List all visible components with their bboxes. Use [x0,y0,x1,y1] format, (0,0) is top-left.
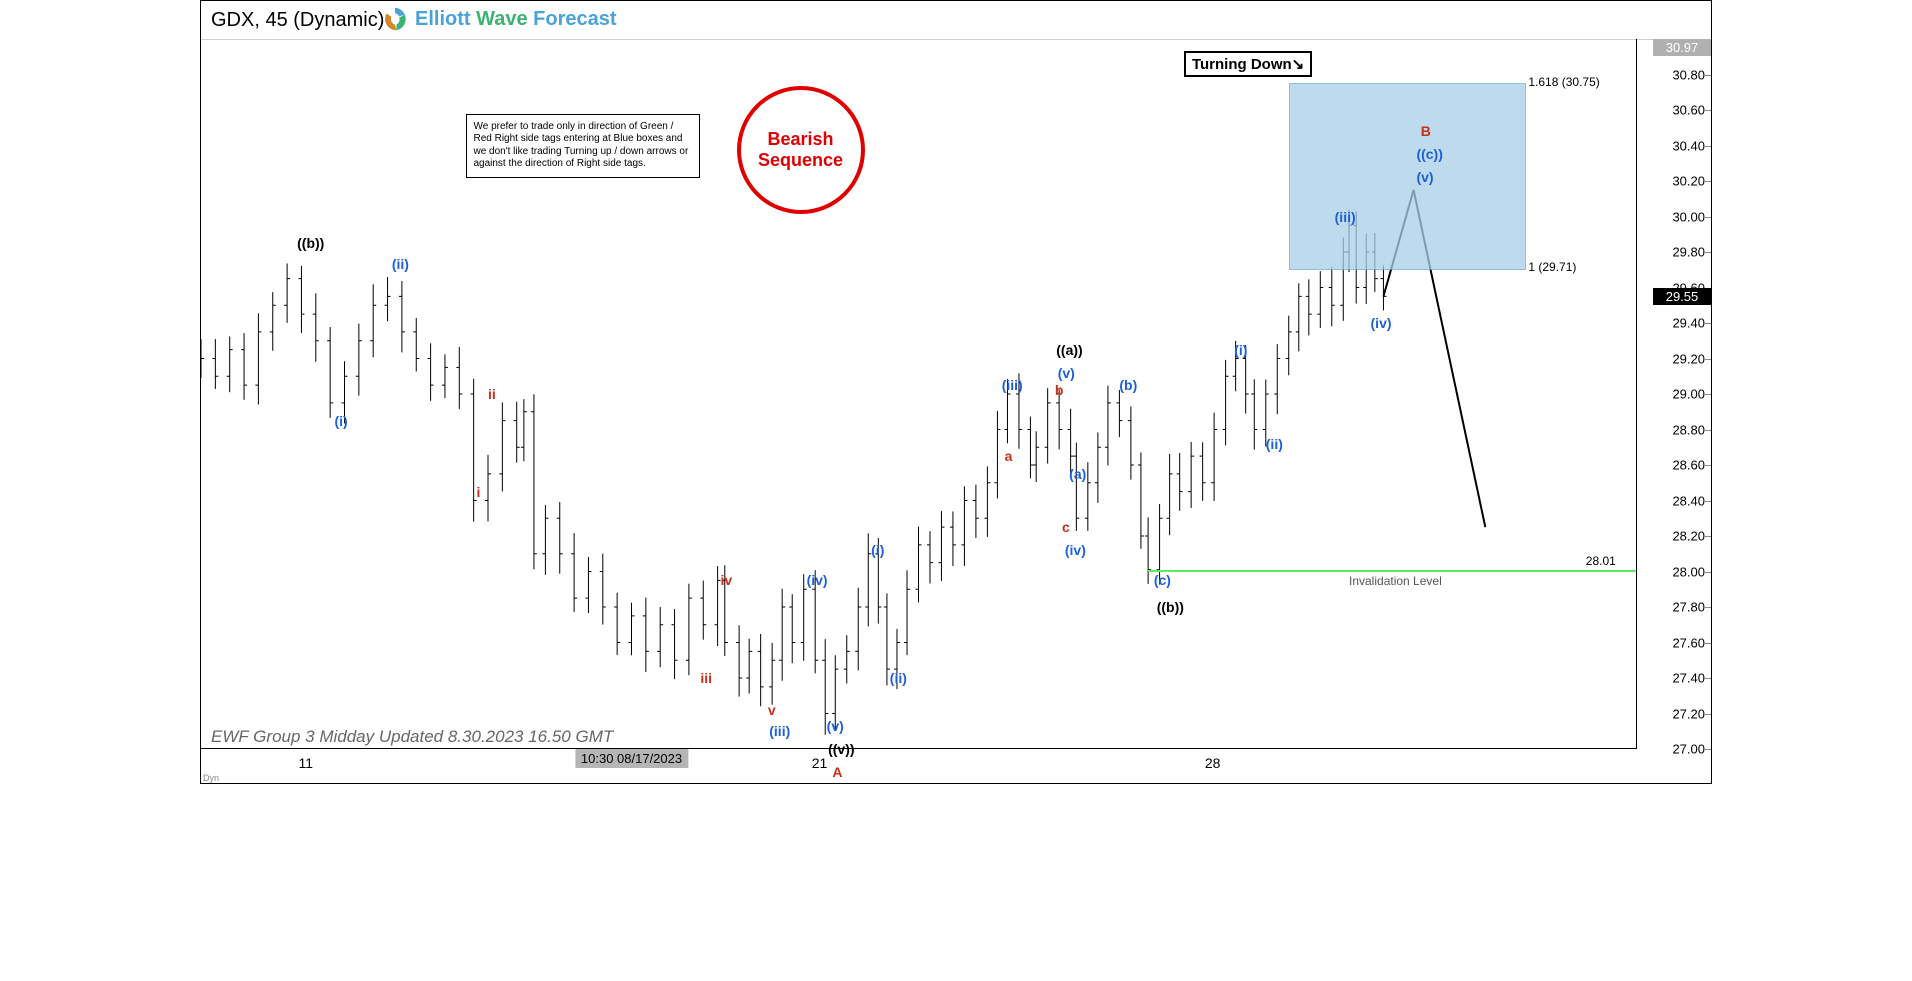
y-tick: 27.80 [1672,600,1705,615]
wave-label: (iv) [807,572,828,588]
brand-logo: Elliott Wave Forecast [381,5,617,33]
wave-label: iii [700,670,712,686]
wave-label: (ii) [1266,436,1283,452]
price-tag: 30.97 [1653,39,1711,56]
x-tick: 28 [1205,755,1221,771]
wave-label: (v) [827,718,844,734]
x-tick: 21 [812,755,828,771]
wave-label: v [768,702,776,718]
bearish-text: BearishSequence [758,129,843,171]
y-tick: 29.00 [1672,387,1705,402]
y-tick: 30.00 [1672,209,1705,224]
bearish-circle: BearishSequence [737,86,865,214]
y-tick: 28.60 [1672,458,1705,473]
y-tick: 30.60 [1672,103,1705,118]
y-tick: 29.20 [1672,351,1705,366]
wave-label: ii [488,386,496,402]
y-tick: 30.20 [1672,174,1705,189]
target-box [1289,83,1526,270]
chart-area[interactable]: Invalidation Level Turning Down↘ We pref… [201,39,1637,749]
invalidation-label: Invalidation Level [1349,574,1442,588]
chart-header: GDX, 45 (Dynamic) Elliott Wave Forecast [201,1,1711,40]
instrument-title: GDX, 45 (Dynamic) [211,9,384,32]
wave-label: iv [720,572,732,588]
wave-label: (v) [1058,365,1075,381]
logo-text: Elliott Wave Forecast [415,8,617,31]
y-tick: 27.00 [1672,742,1705,757]
wave-label: (iv) [1371,315,1392,331]
invalidation-line [1148,570,1636,572]
turning-down-tag: Turning Down↘ [1184,51,1312,77]
price-tag: 29.55 [1653,288,1711,305]
wave-label: ((b)) [1157,599,1184,615]
wave-label: (i) [871,542,884,558]
y-tick: 27.40 [1672,671,1705,686]
time-tag: 10:30 08/17/2023 [575,749,688,768]
y-tick: 30.40 [1672,138,1705,153]
y-tick: 29.40 [1672,316,1705,331]
wave-label: (iii) [1002,377,1023,393]
y-tick: 30.80 [1672,67,1705,82]
wave-label: c [1062,519,1070,535]
invalidation-value: 28.01 [1586,554,1616,568]
x-axis: Dyn 1116212810:30 08/17/2023 [201,748,1637,783]
y-tick: 28.80 [1672,422,1705,437]
wave-label: (ii) [890,670,907,686]
wave-label: (ii) [392,256,409,272]
wave-label: (a) [1069,466,1086,482]
y-tick: 28.40 [1672,493,1705,508]
y-tick: 29.80 [1672,245,1705,260]
fib-label: 1 (29.71) [1528,260,1576,274]
wave-label: (iii) [769,723,790,739]
chart-container: GDX, 45 (Dynamic) Elliott Wave Forecast … [200,0,1712,784]
logo-icon [381,5,409,33]
bottom-caption: EWF Group 3 Midday Updated 8.30.2023 16.… [211,727,613,747]
wave-label: (v) [1416,169,1433,185]
dyn-label: Dyn [203,773,219,783]
wave-label: b [1055,382,1064,398]
x-tick: 11 [298,755,313,771]
fib-label: 1.618 (30.75) [1528,75,1599,89]
wave-label: ((b)) [297,235,324,251]
y-tick: 28.20 [1672,529,1705,544]
wave-label: ((a)) [1056,342,1082,358]
note-box: We prefer to trade only in direction of … [466,114,700,178]
y-tick: 27.20 [1672,706,1705,721]
wave-label: i [477,484,481,500]
wave-label: (c) [1154,572,1171,588]
y-axis: 27.0027.2027.4027.6027.8028.0028.2028.40… [1637,39,1711,749]
wave-label: (iii) [1335,209,1356,225]
wave-label: B [1421,123,1431,139]
y-tick: 27.60 [1672,635,1705,650]
wave-label: (i) [334,413,347,429]
wave-label: ((c)) [1416,146,1442,162]
wave-label: (iv) [1065,542,1086,558]
wave-label: (b) [1119,377,1137,393]
wave-label: (i) [1234,342,1247,358]
wave-label: a [1005,448,1013,464]
y-tick: 28.00 [1672,564,1705,579]
